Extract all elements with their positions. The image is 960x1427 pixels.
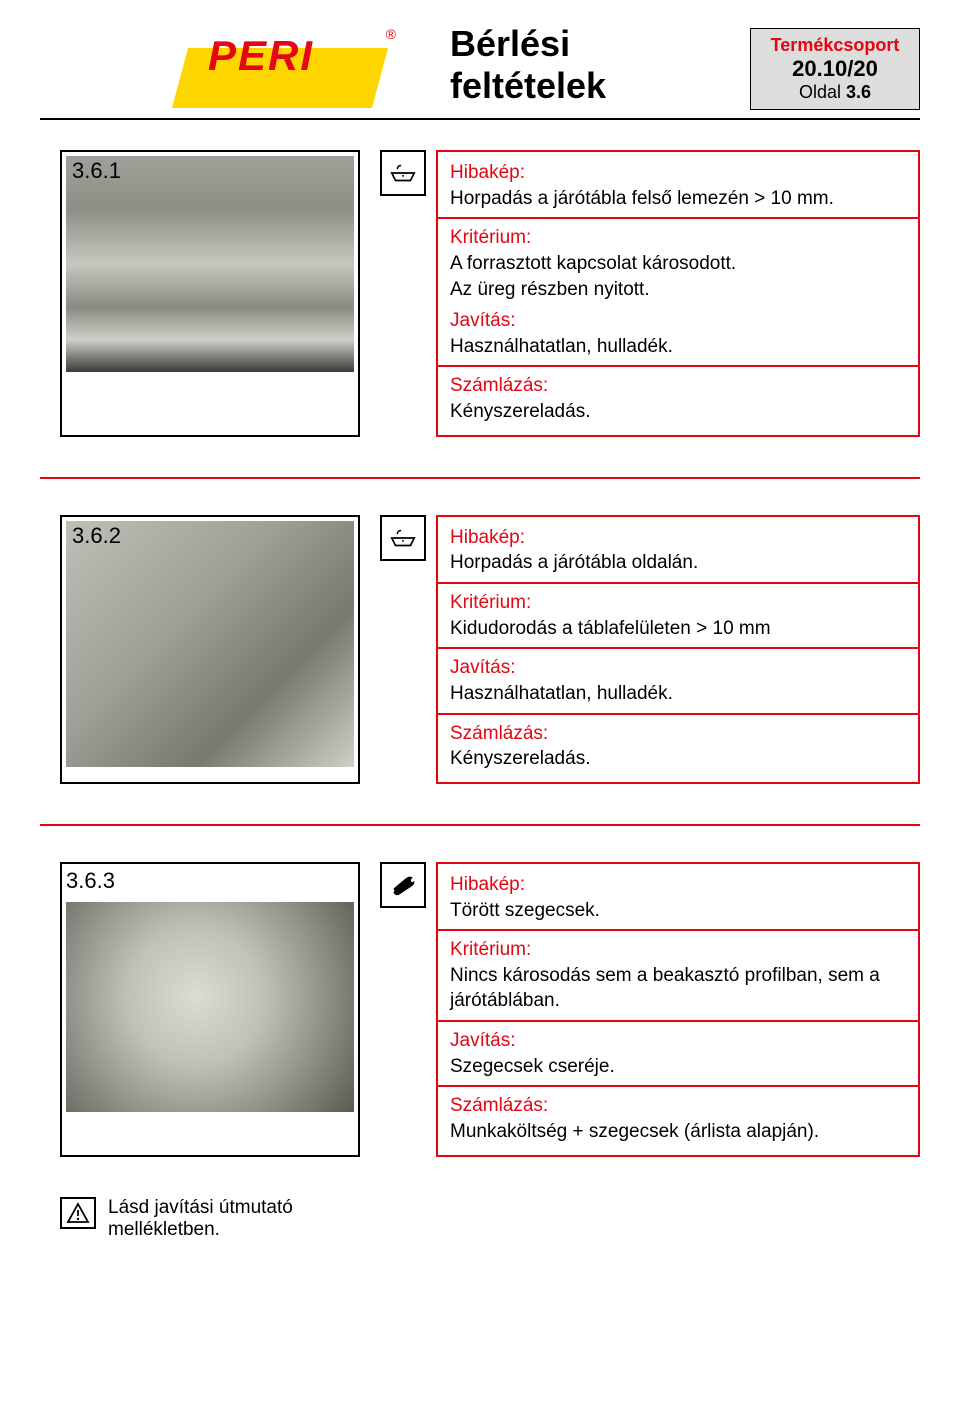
hibakep-label: Hibakép: (450, 872, 906, 898)
section-separator (40, 824, 920, 826)
page-title: Bérlési feltételek (430, 23, 750, 110)
hibakep-label: Hibakép: (450, 160, 906, 186)
hibakep-text: Törött szegecsek. (450, 900, 600, 921)
kriterium-label: Kritérium: (450, 937, 906, 963)
info-card-2: Hibakép: Horpadás a járótábla oldalán. K… (436, 515, 920, 784)
logo: PERI ® (180, 20, 390, 110)
sink-icon (380, 515, 426, 561)
wrench-icon (380, 862, 426, 908)
divider (438, 217, 918, 219)
hibakep-text: Horpadás a járótábla felső lemezén > 10 … (450, 188, 834, 209)
hibakep-text: Horpadás a járótábla oldalán. (450, 552, 698, 573)
section-number: 3.6.1 (72, 158, 121, 184)
javitas-label: Javítás: (450, 655, 906, 681)
kriterium-text: Kidudorodás a táblafelületen > 10 mm (450, 618, 771, 639)
section-number: 3.6.2 (72, 523, 121, 549)
hibakep-label: Hibakép: (450, 525, 906, 551)
sink-icon (380, 150, 426, 196)
reg-mark: ® (386, 26, 396, 42)
meta-product-group: Termékcsoport (761, 35, 909, 56)
section-number: 3.6.3 (66, 868, 354, 894)
photo-box-1: 3.6.1 (60, 150, 360, 437)
section-3-6-2: 3.6.2 Hibakép: Horpadás a járótábla olda… (40, 515, 920, 784)
javitas-text: Használhatatlan, hulladék. (450, 336, 673, 357)
divider (438, 1020, 918, 1022)
section-3-6-3: 3.6.3 Hibakép: Törött szegecsek. Kritéri… (40, 862, 920, 1157)
info-card-1: Hibakép: Horpadás a járótábla felső leme… (436, 150, 920, 437)
meta-page: Oldal 3.6 (761, 82, 909, 103)
footer-note: Lásd javítási útmutató mellékletben. (60, 1197, 920, 1241)
divider (438, 582, 918, 584)
meta-page-value: 3.6 (846, 82, 871, 102)
photo-placeholder (66, 521, 354, 767)
kriterium-text: Nincs károsodás sem a beakasztó profilba… (450, 965, 880, 1012)
info-card-3: Hibakép: Törött szegecsek. Kritérium: Ni… (436, 862, 920, 1157)
kriterium-label: Kritérium: (450, 225, 906, 251)
javitas-label: Javítás: (450, 1028, 906, 1054)
section-separator (40, 477, 920, 479)
photo-placeholder (66, 902, 354, 1112)
szamlazas-text: Munkaköltség + szegecsek (árlista alapjá… (450, 1121, 819, 1142)
title-line2: feltételek (450, 65, 606, 106)
photo-box-2: 3.6.2 (60, 515, 360, 784)
divider (438, 929, 918, 931)
szamlazas-label: Számlázás: (450, 721, 906, 747)
photo-placeholder (66, 156, 354, 372)
photo-box-3: 3.6.3 (60, 862, 360, 1157)
meta-page-label: Oldal (799, 82, 841, 102)
divider (438, 647, 918, 649)
divider (438, 365, 918, 367)
page-meta-box: Termékcsoport 20.10/20 Oldal 3.6 (750, 28, 920, 110)
kriterium-label: Kritérium: (450, 590, 906, 616)
divider (438, 1085, 918, 1087)
javitas-text: Szegecsek cseréje. (450, 1056, 615, 1077)
kriterium-text: A forrasztott kapcsolat károsodott. Az ü… (450, 253, 736, 300)
footer-note-text: Lásd javítási útmutató mellékletben. (108, 1197, 328, 1241)
szamlazas-text: Kényszereladás. (450, 748, 590, 769)
warning-icon (60, 1197, 96, 1229)
divider (438, 713, 918, 715)
javitas-label: Javítás: (450, 308, 906, 334)
title-line1: Bérlési (450, 23, 570, 64)
szamlazas-label: Számlázás: (450, 1093, 906, 1119)
javitas-text: Használhatatlan, hulladék. (450, 683, 673, 704)
page-header: PERI ® Bérlési feltételek Termékcsoport … (40, 20, 920, 120)
szamlazas-text: Kényszereladás. (450, 401, 590, 422)
meta-code: 20.10/20 (761, 56, 909, 82)
logo-text: PERI (208, 32, 314, 80)
section-3-6-1: 3.6.1 Hibakép: Horpadás a járótábla fels… (40, 150, 920, 437)
szamlazas-label: Számlázás: (450, 373, 906, 399)
